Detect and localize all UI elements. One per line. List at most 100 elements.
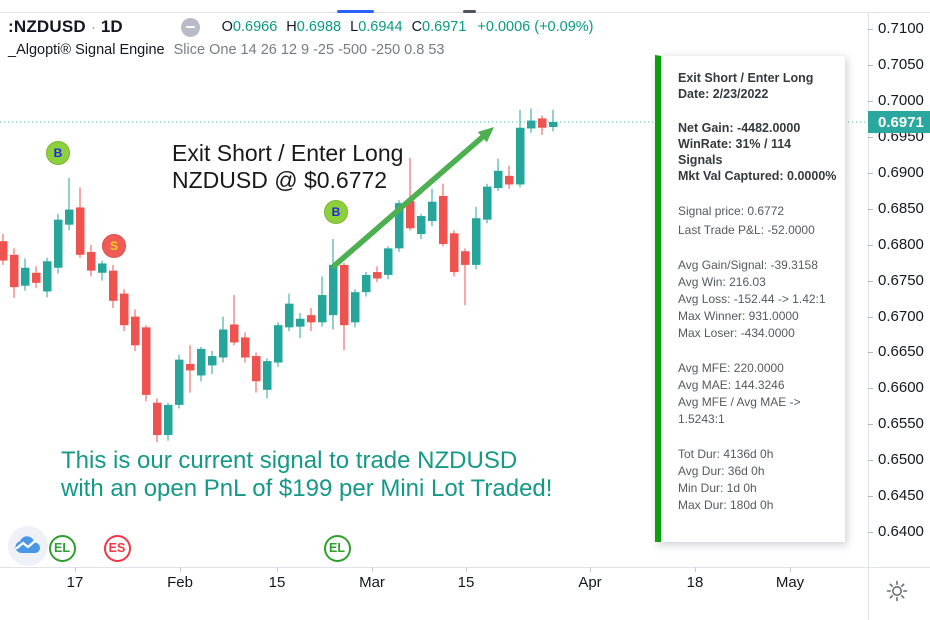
- candle-body: [120, 293, 129, 326]
- price-axis-label: 0.6450: [878, 487, 924, 505]
- buy-signal-badge: B: [324, 200, 348, 224]
- price-tick: [868, 316, 873, 318]
- candle-body: [0, 241, 8, 261]
- price-tick: [868, 208, 873, 210]
- time-axis-label: 15: [457, 574, 475, 591]
- candle-body: [153, 402, 162, 436]
- promo-annotation-line1: This is our current signal to trade NZDU…: [61, 447, 518, 474]
- panel-stat-line: Max Loser: -434.0000: [678, 326, 795, 340]
- price-tick: [868, 137, 873, 139]
- candle-body: [32, 272, 41, 283]
- candle-body: [241, 337, 250, 358]
- time-tick: [695, 567, 696, 572]
- candle-body: [428, 201, 437, 222]
- candle-body: [230, 324, 239, 343]
- candle-body: [65, 209, 74, 225]
- time-tick: [277, 567, 278, 572]
- trend-arrow-head: [477, 127, 494, 143]
- enter-long-marker: EL: [323, 534, 351, 562]
- ohlc-pair: O0.6966: [221, 19, 278, 35]
- price-axis-label: 0.6700: [878, 307, 924, 325]
- candle-body: [87, 251, 96, 271]
- signal-panel: Exit Short / Enter Long Date: 2/23/2022 Ne…: [655, 55, 845, 542]
- time-axis-divider: [0, 567, 930, 568]
- candle-body: [274, 325, 283, 363]
- price-tick: [868, 101, 873, 103]
- time-axis-label: Apr: [578, 574, 602, 591]
- price-axis-label: 0.6900: [878, 163, 924, 181]
- panel-stat-line: Tot Dur: 4136d 0h: [678, 447, 774, 461]
- ohlc-pair: L0.6944: [350, 19, 403, 35]
- panel-group: Tot Dur: 4136d 0h Avg Dur: 36d 0h Min Dur:…: [678, 446, 839, 514]
- entry-annotation: Exit Short / Enter Long NZDUSD @ $0.6772: [172, 140, 403, 193]
- time-axis-label: Feb: [167, 574, 193, 591]
- candle-body: [263, 361, 272, 390]
- time-axis-label: 15: [268, 574, 286, 591]
- price-axis-label: 0.6800: [878, 235, 924, 253]
- panel-group: Net Gain: -4482.0000 WinRate: 31% / 114 S…: [678, 120, 839, 184]
- panel-stat-line: Max Winner: 931.0000: [678, 309, 799, 323]
- panel-stat-line: Avg MFE / Avg MAE -> 1.5243:1: [678, 395, 801, 426]
- panel-group: Avg MFE: 220.0000 Avg MAE: 144.3246 Avg MF…: [678, 360, 839, 428]
- panel-stat-line: Last Trade P&L: -52.0000: [678, 222, 815, 237]
- price-axis-label: 0.6400: [878, 522, 924, 540]
- candle-body: [43, 261, 52, 292]
- candle-body: [10, 254, 19, 288]
- theme-sun-button[interactable]: [884, 578, 910, 604]
- candle-body: [296, 318, 305, 327]
- enter-short-marker: ES: [103, 534, 131, 562]
- candle-body: [461, 251, 470, 265]
- price-axis-label: 0.6500: [878, 451, 924, 469]
- collapse-minus-button[interactable]: [180, 17, 200, 37]
- candle-body: [54, 219, 63, 268]
- candle-body: [208, 356, 217, 366]
- candle-body: [318, 295, 327, 323]
- panel-group: Exit Short / Enter Long Date: 2/23/2022: [678, 70, 839, 102]
- time-tick: [466, 567, 467, 572]
- price-axis-label: 0.6750: [878, 271, 924, 289]
- price-change: +0.0006 (+0.09%): [477, 19, 594, 35]
- cloud-icon: [15, 536, 40, 553]
- time-axis-label: Mar: [359, 574, 385, 591]
- price-tick: [868, 531, 873, 533]
- panel-stat-line: Exit Short / Enter Long: [678, 71, 814, 85]
- candle-body: [439, 195, 448, 245]
- panel-stat-line: Avg Loss: -152.44 -> 1.42:1: [678, 292, 826, 306]
- sun-icon: [886, 580, 908, 602]
- toolbar-indicator-dark: [463, 10, 476, 13]
- ohlc-pair: H0.6988: [286, 19, 342, 35]
- promo-annotation-line2: with an open PnL of $199 per Mini Lot Tr…: [61, 474, 553, 502]
- panel-stat-line: Avg MFE: 220.0000: [678, 361, 784, 375]
- price-axis-label: 0.7050: [878, 56, 924, 74]
- candle-body: [252, 356, 261, 382]
- panel-stat-line: Avg MAE: 144.3246: [678, 378, 785, 392]
- symbol-name: :NZDUSD: [8, 17, 86, 36]
- panel-stat-line: Mkt Val Captured: 0.0000%: [678, 169, 837, 183]
- candle-body: [362, 274, 371, 293]
- price-tick: [868, 29, 873, 31]
- ohlc-pair: C0.6971: [411, 19, 467, 35]
- candle-body: [384, 248, 393, 275]
- price-tick: [868, 244, 873, 246]
- price-tick: [868, 496, 873, 498]
- time-axis-label: 18: [686, 574, 704, 591]
- candle-body: [395, 203, 404, 249]
- indicator-name: _Algopti® Signal Engine: [8, 42, 165, 58]
- price-tick: [868, 424, 873, 426]
- candle-body: [351, 292, 360, 323]
- candle-body: [76, 207, 85, 255]
- time-tick: [790, 567, 791, 572]
- candle-body: [527, 120, 536, 129]
- candle-body: [450, 233, 459, 273]
- indicator-row: _Algopti® Signal Engine Slice One 14 26 …: [8, 42, 445, 58]
- candle-body: [307, 315, 316, 323]
- candle-body: [219, 329, 228, 358]
- candle-body: [186, 363, 195, 371]
- price-tick: [868, 460, 873, 462]
- promo-annotation: This is our current signal to trade NZDU…: [61, 447, 552, 502]
- candle-body: [340, 264, 349, 326]
- cloud-logo-button[interactable]: [8, 526, 48, 566]
- panel-stat-line: Avg Win: 216.03: [678, 275, 766, 289]
- time-tick: [372, 567, 373, 572]
